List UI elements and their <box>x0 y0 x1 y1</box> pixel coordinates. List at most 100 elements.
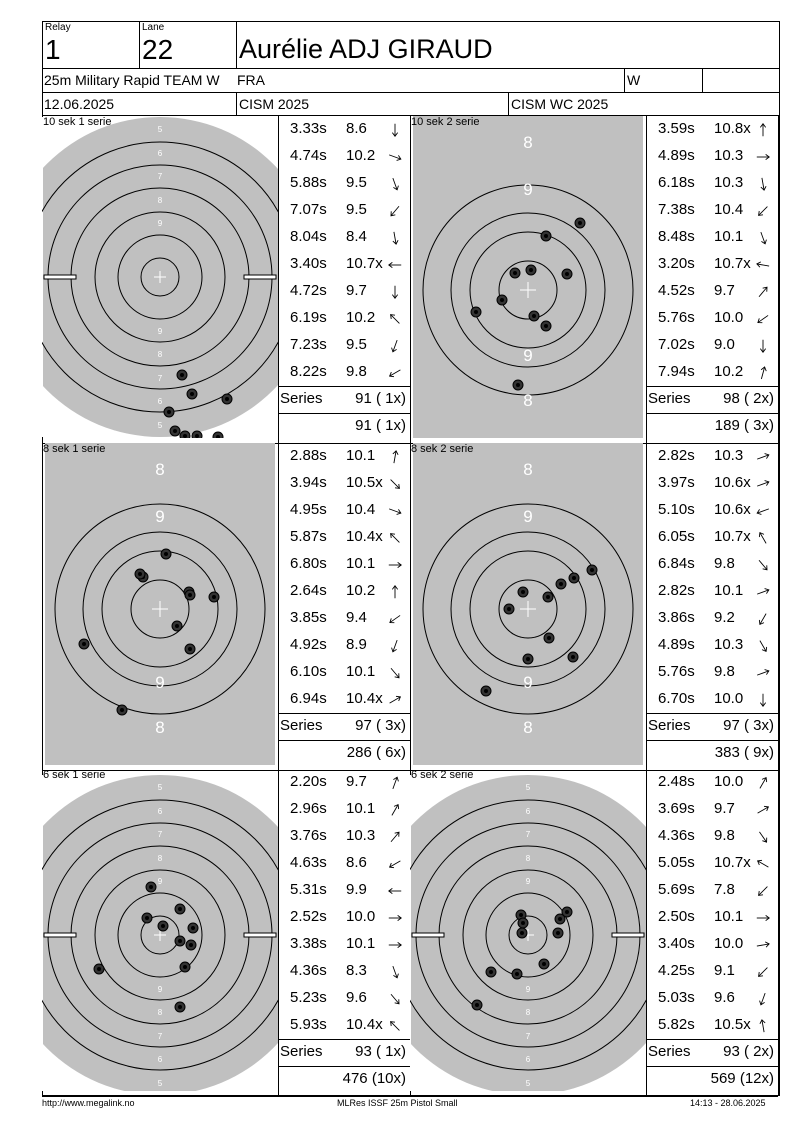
direction-arrow-icon <box>392 966 399 979</box>
shot-row: 3.97s 10.6x <box>646 470 778 497</box>
direction-arrow-icon <box>757 315 769 324</box>
ring-number: 8 <box>523 460 532 479</box>
shot-hole-center <box>544 234 548 238</box>
shot-score: 10.0 <box>346 908 376 925</box>
ring-line <box>42 141 278 413</box>
ring-number: 5 <box>158 125 163 134</box>
shot-score: 9.2 <box>714 609 735 626</box>
series-total-label: Series <box>280 1043 323 1060</box>
shot-row: 5.87s 10.4x <box>278 524 410 551</box>
shot-time: 5.93s <box>290 1016 327 1033</box>
shot-score: 9.7 <box>714 800 735 817</box>
shot-score: 9.6 <box>346 989 367 1006</box>
shot-score: 10.7x <box>714 528 751 545</box>
shot-row: 3.94s 10.5x <box>278 470 410 497</box>
ring-number: 9 <box>158 877 163 886</box>
direction-arrow-icon <box>757 588 770 595</box>
shot-score: 10.0 <box>714 690 744 707</box>
direction-arrow-icon <box>756 153 770 161</box>
shot-row: 3.40s 10.0 <box>646 931 778 958</box>
shot-time: 4.36s <box>290 962 327 979</box>
shot-hole-center <box>590 568 594 572</box>
shot-row: 8.48s 10.1 <box>646 224 778 251</box>
shot-score: 8.3 <box>346 962 367 979</box>
direction-arrow-icon <box>756 914 770 922</box>
shot-hole-center <box>190 392 194 396</box>
shot-score: 10.1 <box>346 555 376 572</box>
direction-arrow-icon <box>759 776 768 789</box>
footer-software: MLRes ISSF 25m Pistol Small <box>337 1098 458 1108</box>
ring-number: 7 <box>158 830 163 839</box>
shot-hole-center <box>558 917 562 921</box>
ring-number: 9 <box>523 673 532 692</box>
shot-time: 7.23s <box>290 336 327 353</box>
shot-time: 6.10s <box>290 663 327 680</box>
ring-number: 9 <box>158 219 163 228</box>
shot-time: 2.82s <box>658 447 695 464</box>
running-total: 383 ( 9x) <box>714 744 774 761</box>
series-total: 98 ( 2x) <box>723 390 774 407</box>
shot-row: 7.02s 9.0 <box>646 332 778 359</box>
shot-time: 2.50s <box>658 908 695 925</box>
ring-line <box>410 799 646 1071</box>
shot-hole-center <box>189 943 193 947</box>
shot-score: 10.4x <box>346 528 383 545</box>
ring-line <box>101 550 219 668</box>
target-image: 5 5 6 6 7 7 8 8 9 9 <box>42 117 278 438</box>
shot-score: 8.6 <box>346 120 367 137</box>
shot-time: 5.76s <box>658 663 695 680</box>
series-total-label: Series <box>648 1043 691 1060</box>
shot-score: 9.1 <box>714 962 735 979</box>
right-bar <box>243 274 277 280</box>
shot-score: 9.9 <box>346 881 367 898</box>
ring-number: 7 <box>526 1032 531 1041</box>
direction-arrow-icon <box>389 695 402 704</box>
shot-row: 2.82s 10.1 <box>646 578 778 605</box>
shot-hole-center <box>542 962 546 966</box>
ring-line <box>140 915 180 955</box>
shot-row: 2.48s 10.0 <box>646 769 778 796</box>
series-total-label: Series <box>648 717 691 734</box>
shot-hole-center <box>556 931 560 935</box>
direction-arrow-icon <box>390 205 400 217</box>
shot-row: 3.76s 10.3 <box>278 823 410 850</box>
shot-score: 9.8 <box>346 363 367 380</box>
shot-row: 5.23s 9.6 <box>278 985 410 1012</box>
lane-label: Lane <box>142 22 165 33</box>
shot-time: 8.22s <box>290 363 327 380</box>
shot-hole-center <box>565 272 569 276</box>
shot-row: 7.23s 9.5 <box>278 332 410 359</box>
championship: CISM WC 2025 <box>511 96 609 112</box>
shot-hole-center <box>474 310 478 314</box>
series-label: 8 sek 1 serie <box>43 443 106 455</box>
shot-hole-center <box>138 572 142 576</box>
direction-arrow-icon <box>759 640 768 653</box>
shot-hole-center <box>565 910 569 914</box>
shot-hole-center <box>546 595 550 599</box>
shot-row: 4.52s 9.7 <box>646 278 778 305</box>
direction-arrow-icon <box>392 231 399 245</box>
shot-row: 4.36s 9.8 <box>646 823 778 850</box>
left-bar <box>43 274 77 280</box>
shot-time: 5.69s <box>658 881 695 898</box>
ring-number: 5 <box>526 783 531 792</box>
shot-time: 5.76s <box>658 309 695 326</box>
shot-time: 5.82s <box>658 1016 695 1033</box>
shot-row: 4.72s 9.7 <box>278 278 410 305</box>
footer-url[interactable]: http://www.megalink.no <box>42 1098 135 1108</box>
direction-arrow-icon <box>388 941 402 949</box>
direction-arrow-icon <box>390 533 400 543</box>
shot-hole-center <box>529 268 533 272</box>
direction-arrow-icon <box>392 776 399 789</box>
shot-time: 8.48s <box>658 228 695 245</box>
shot-hole-center <box>212 595 216 599</box>
direction-arrow-icon <box>758 886 768 896</box>
ring-number: 5 <box>158 421 163 430</box>
series-label: 6 sek 1 serie <box>43 769 106 781</box>
shot-row: 3.86s 9.2 <box>646 605 778 632</box>
shot-row: 4.92s 8.9 <box>278 632 410 659</box>
ring-line <box>82 531 238 687</box>
shot-row: 4.36s 8.3 <box>278 958 410 985</box>
competition: CISM 2025 <box>239 96 310 112</box>
shot-time: 7.38s <box>658 201 695 218</box>
